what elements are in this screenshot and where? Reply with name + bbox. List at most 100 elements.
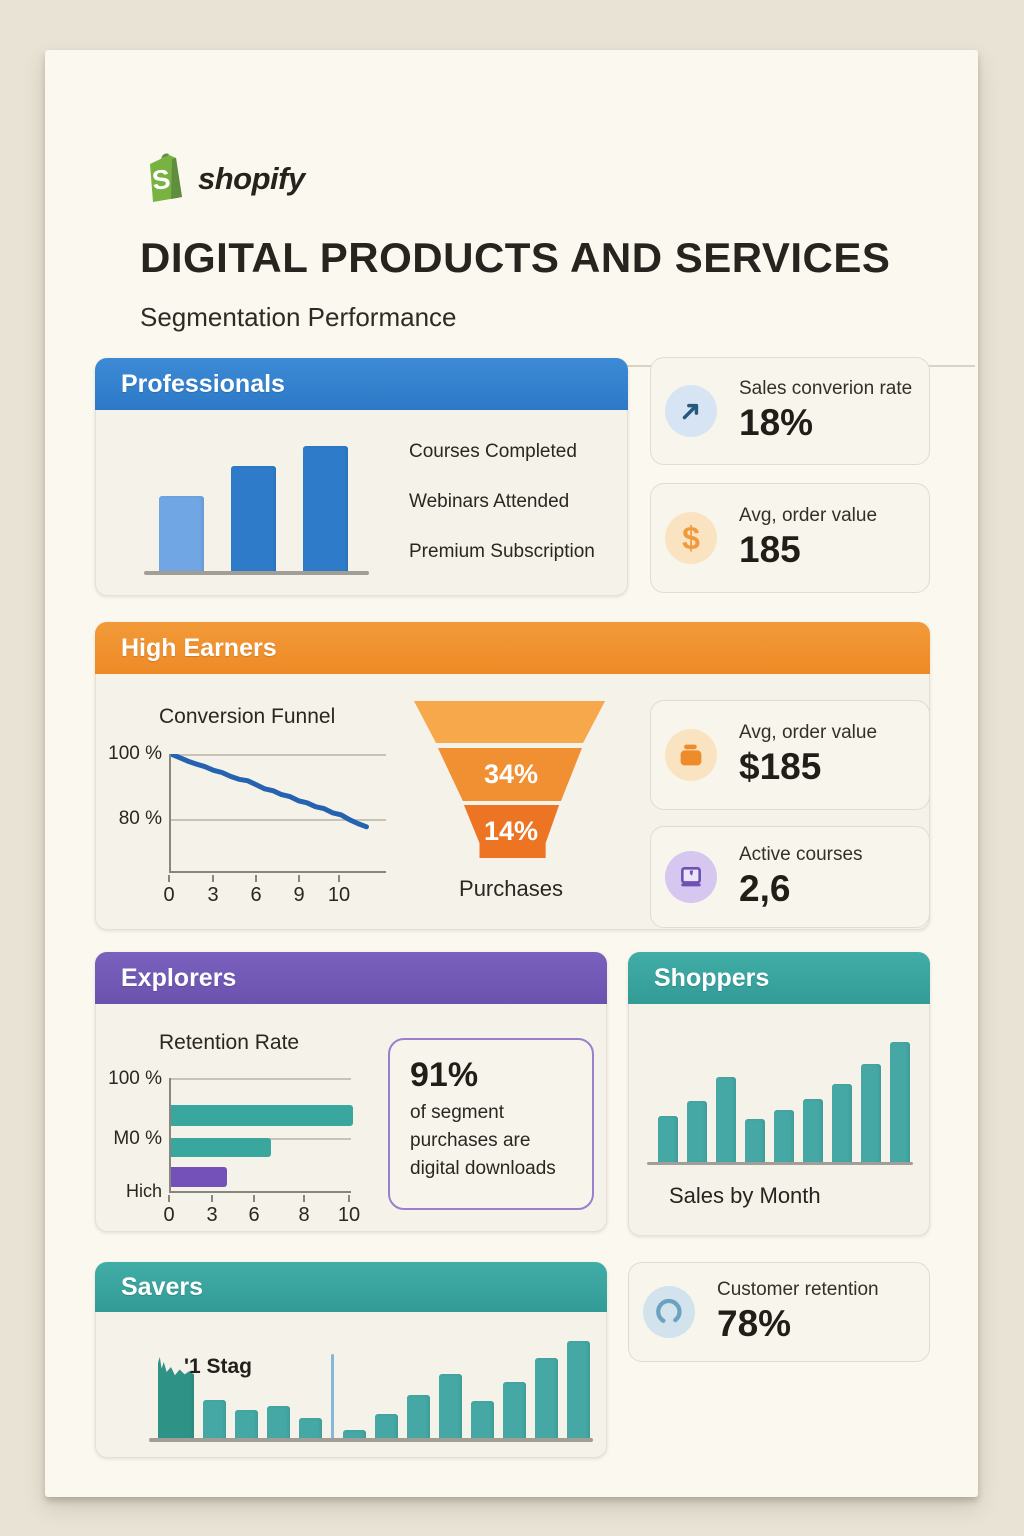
- explorers-card-header: Explorers: [95, 952, 607, 1004]
- savers-card: Savers '1 Stag: [95, 1262, 607, 1458]
- kpi-label: Customer retention: [717, 1279, 879, 1300]
- explorers-card: Explorers Retention Rate 100 % M0 % Hich…: [95, 952, 607, 1232]
- x-tick-label: 8: [298, 1204, 310, 1226]
- bar: [171, 1138, 271, 1157]
- kpi-value: 185: [739, 529, 801, 570]
- y-tick-label: Hich: [125, 1181, 162, 1201]
- y-tick-label: 100 %: [108, 743, 162, 764]
- bar: [439, 1374, 462, 1440]
- page-title: DIGITAL PRODUCTS AND SERVICES: [140, 234, 891, 281]
- x-tick-label: 0: [163, 884, 175, 906]
- metric-label: Premium Subscription: [409, 541, 595, 562]
- kpi-text: Active courses 2,6: [739, 844, 863, 910]
- bar: [774, 1110, 794, 1164]
- shopify-wordmark: shopify: [198, 160, 305, 196]
- bar: [299, 1418, 322, 1440]
- bar: [235, 1410, 258, 1440]
- sales-bar-chart: [658, 1040, 910, 1164]
- marker-line: [331, 1354, 334, 1440]
- kpi-active-courses: Active courses 2,6: [650, 826, 930, 928]
- tick-mark: [168, 875, 170, 882]
- kpi-customer-retention: Customer retention 78%: [628, 1262, 930, 1362]
- professionals-card-header: Professionals: [95, 358, 628, 410]
- gridline-80: [171, 819, 386, 821]
- shoppers-card: Shoppers Sales by Month: [628, 952, 930, 1236]
- page-subtitle: Segmentation Performance: [140, 302, 457, 332]
- bar: [832, 1084, 852, 1164]
- conversion-line-chart: [168, 751, 386, 873]
- card-title: Savers: [121, 1272, 204, 1301]
- shoppers-card-header: Shoppers: [628, 952, 930, 1004]
- funnel-segment-bottom: 14%: [463, 805, 560, 858]
- brand-header: S shopify: [140, 150, 305, 207]
- tick-mark: [253, 1195, 255, 1202]
- kpi-label: Sales converion rate: [739, 378, 913, 399]
- bar: [159, 496, 204, 573]
- funnel-segment-label: 34%: [483, 759, 539, 789]
- bar: [861, 1064, 881, 1164]
- bar: [343, 1430, 366, 1440]
- bar: [567, 1341, 590, 1440]
- gridline: [171, 1078, 351, 1080]
- shopify-logo-icon: S: [140, 150, 186, 207]
- chart-baseline: [144, 571, 369, 575]
- tick-mark: [168, 1195, 170, 1202]
- high-earners-card-header: High Earners: [95, 622, 930, 674]
- card-title: High Earners: [121, 633, 277, 662]
- bar: [471, 1401, 494, 1440]
- kpi-value: 78%: [717, 1303, 792, 1344]
- line-chart-title: Conversion Funnel: [159, 705, 336, 728]
- kpi-label: Avg, order value: [739, 505, 878, 526]
- savers-bar-chart: [158, 1341, 590, 1440]
- tick-mark: [298, 875, 300, 882]
- y-tick-label: M0 %: [113, 1128, 162, 1149]
- retention-bar-chart: [169, 1078, 353, 1193]
- professionals-metric-labels: Courses Completed Webinars Attended Prem…: [409, 441, 595, 563]
- bar: [231, 466, 276, 573]
- funnel-segment-label: 14%: [483, 816, 539, 846]
- callout-text: of segment purchases are digital downloa…: [410, 1102, 556, 1180]
- chart-baseline: [149, 1438, 593, 1442]
- y-tick-label: 100 %: [108, 1068, 162, 1089]
- trend-up-arrow-icon: [665, 385, 717, 437]
- bar: [803, 1099, 823, 1164]
- kpi-text: Avg, order value 185: [739, 505, 877, 571]
- x-tick-label: 10: [327, 884, 351, 906]
- kpi-text: Sales converion rate 18%: [739, 378, 912, 444]
- kpi-sales-conversion-rate: Sales converion rate 18%: [650, 357, 930, 465]
- bar: [535, 1358, 558, 1440]
- x-tick-label: 10: [337, 1204, 361, 1226]
- metric-label: Courses Completed: [409, 441, 577, 462]
- card-title: Professionals: [121, 369, 285, 398]
- x-tick-label: 0: [163, 1204, 175, 1226]
- metric-label: Webinars Attended: [409, 491, 570, 512]
- kpi-avg-order-value: $ Avg, order value 185: [650, 483, 930, 593]
- person-icon: [643, 1286, 695, 1338]
- x-tick-label: 3: [206, 1204, 218, 1226]
- tick-mark: [338, 875, 340, 882]
- tick-mark: [212, 875, 214, 882]
- professionals-card: Professionals Courses Completed Webinars…: [95, 358, 628, 596]
- purchase-funnel: 34% 14% Purchases: [406, 701, 616, 902]
- bar: [687, 1101, 707, 1164]
- bar: [658, 1116, 678, 1164]
- kpi-value: $185: [739, 746, 822, 787]
- kpi-value: 18%: [739, 402, 814, 443]
- dollar-icon: $: [665, 512, 717, 564]
- bar: [375, 1414, 398, 1440]
- kpi-text: Customer retention 78%: [717, 1279, 879, 1345]
- bar: [303, 446, 348, 573]
- callout-box: 91% of segment purchases are digital dow…: [388, 1038, 594, 1210]
- tick-mark: [348, 1195, 350, 1202]
- bar: [745, 1119, 765, 1164]
- bar: [203, 1400, 226, 1440]
- tick-mark: [303, 1195, 305, 1202]
- poster-paper: S shopify DIGITAL PRODUCTS AND SERVICES …: [45, 50, 978, 1497]
- bar: [407, 1395, 430, 1440]
- kpi-label: Active courses: [739, 844, 863, 865]
- retention-chart-title: Retention Rate: [159, 1031, 300, 1054]
- sales-caption: Sales by Month: [669, 1183, 821, 1208]
- callout-value: 91%: [410, 1056, 479, 1094]
- y-tick-label: 80 %: [118, 808, 162, 829]
